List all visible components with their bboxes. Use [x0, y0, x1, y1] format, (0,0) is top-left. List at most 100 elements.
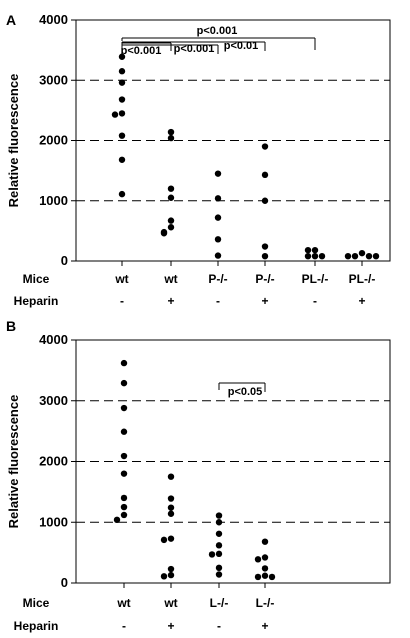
data-point [215, 542, 223, 549]
data-point [160, 536, 168, 544]
data-point [111, 111, 119, 118]
y-tick-label: 1000 [39, 193, 68, 208]
data-point [311, 246, 319, 254]
data-point [214, 214, 222, 221]
data-point [268, 573, 276, 581]
x-label-mice: wt [163, 596, 177, 610]
data-point [344, 252, 352, 260]
data-point [167, 510, 175, 517]
data-point [351, 252, 359, 260]
x-label-mice: wt [163, 272, 177, 286]
data-point [254, 556, 262, 563]
x-label-heparin: + [261, 294, 268, 308]
data-point [215, 550, 223, 558]
data-point [167, 194, 175, 201]
data-point [113, 516, 121, 524]
data-point [167, 185, 175, 192]
x-label-heparin: + [167, 294, 174, 308]
y-tick-label: 1000 [39, 514, 68, 529]
data-point [120, 379, 128, 387]
x-label-heparin: - [313, 294, 317, 308]
y-tick-label: 0 [61, 253, 68, 268]
data-point [120, 511, 128, 519]
data-point [120, 428, 128, 435]
data-point [214, 170, 222, 177]
data-point [261, 171, 269, 179]
data-point [167, 495, 175, 502]
x-label-heparin: + [261, 619, 268, 633]
x-label-mice: PL-/- [302, 272, 329, 286]
data-point [261, 252, 269, 260]
data-point [261, 197, 269, 204]
data-point [214, 195, 222, 202]
data-point [311, 252, 319, 260]
y-tick-label: 4000 [39, 12, 68, 27]
data-point [120, 404, 128, 412]
data-point [358, 249, 366, 257]
data-point [120, 359, 128, 367]
data-point [215, 530, 223, 537]
data-point [160, 573, 168, 580]
y-tick-label: 4000 [39, 332, 68, 347]
x-label-heparin: + [358, 294, 365, 308]
y-tick-label: 0 [61, 575, 68, 590]
data-point [215, 564, 223, 572]
data-point [261, 572, 269, 579]
data-point [167, 571, 175, 579]
data-point [118, 110, 126, 117]
y-tick-label: 2000 [39, 454, 68, 469]
x-label-mice: L-/- [256, 596, 275, 610]
x-label-heparin: - [216, 294, 220, 308]
x-label-heparin: - [120, 294, 124, 308]
row-label-heparin: Heparin [14, 294, 59, 308]
data-point [120, 470, 128, 477]
data-point [304, 246, 312, 254]
p-value-label: p<0.01 [224, 40, 259, 52]
data-point [214, 236, 222, 243]
p-value-label: p<0.001 [197, 25, 238, 37]
data-point [167, 224, 175, 231]
p-value-label: p<0.001 [174, 43, 215, 55]
panel-b: B 0 1000 2000 3000 4000 Relative fluorescence M… [6, 318, 391, 633]
data-point [120, 452, 128, 460]
data-point [215, 519, 223, 526]
y-axis-label: Relative fluorescence [6, 74, 21, 208]
x-label-heparin: - [122, 619, 126, 633]
data-point [167, 473, 175, 480]
x-label-heparin: + [167, 619, 174, 633]
data-point [261, 554, 269, 561]
data-point [167, 565, 175, 573]
data-point [167, 217, 175, 224]
data-point [304, 252, 312, 260]
data-point [160, 230, 168, 237]
data-point [261, 243, 269, 250]
data-point [318, 252, 326, 260]
data-point [118, 53, 126, 60]
data-point [120, 494, 128, 502]
data-point [261, 565, 269, 572]
x-label-mice: wt [114, 272, 128, 286]
data-point [118, 79, 126, 86]
data-point [365, 252, 373, 260]
row-label-mice: Mice [23, 596, 50, 610]
panel-a: A 0 1000 2000 3000 4000 Relative fluorescence M… [6, 12, 391, 308]
panel-label: B [6, 318, 16, 334]
data-point [261, 143, 269, 150]
data-point [120, 503, 128, 511]
data-point [372, 252, 380, 260]
data-point [118, 190, 126, 198]
p-value-label: p<0.05 [228, 386, 263, 398]
x-label-mice: PL-/- [349, 272, 376, 286]
data-point [215, 571, 223, 578]
row-label-mice: Mice [23, 272, 50, 286]
data-point [167, 504, 175, 511]
data-point [215, 512, 223, 519]
panel-label: A [6, 12, 16, 28]
data-point [167, 535, 175, 542]
data-point [261, 538, 269, 545]
row-label-heparin: Heparin [14, 619, 59, 633]
x-label-mice: wt [116, 596, 130, 610]
y-tick-label: 2000 [39, 133, 68, 148]
data-point [118, 156, 126, 163]
